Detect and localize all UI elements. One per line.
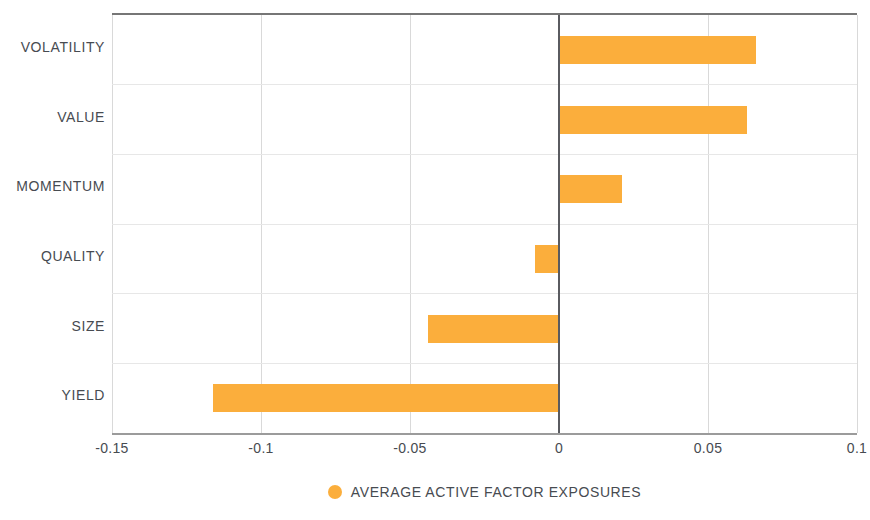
category-label: QUALITY bbox=[0, 222, 105, 292]
legend-circle-icon bbox=[328, 485, 342, 499]
x-tick-label: -0.1 bbox=[248, 440, 273, 456]
x-tick-label: 0.1 bbox=[847, 440, 867, 456]
legend: AVERAGE ACTIVE FACTOR EXPOSURES bbox=[112, 481, 857, 503]
x-tick-label: 0.05 bbox=[694, 440, 722, 456]
category-label: YIELD bbox=[0, 361, 105, 431]
x-tick-label: -0.15 bbox=[95, 440, 128, 456]
x-tick-label: 0 bbox=[555, 440, 563, 456]
bar-quality bbox=[535, 245, 559, 273]
bar-value bbox=[559, 106, 747, 134]
row-gridline bbox=[112, 293, 857, 294]
x-axis-tick-labels: -0.15-0.1-0.0500.050.1 bbox=[112, 440, 857, 460]
x-tick-label: -0.05 bbox=[393, 440, 426, 456]
bar-size bbox=[428, 315, 559, 343]
row-gridline bbox=[112, 363, 857, 364]
row-gridline bbox=[112, 154, 857, 155]
factor-exposures-chart: VOLATILITYVALUEMOMENTUMQUALITYSIZEYIELD … bbox=[0, 0, 870, 520]
category-label: VALUE bbox=[0, 83, 105, 153]
legend-label: AVERAGE ACTIVE FACTOR EXPOSURES bbox=[351, 484, 641, 500]
bar-yield bbox=[213, 384, 559, 412]
bar-momentum bbox=[559, 175, 622, 203]
category-label: VOLATILITY bbox=[0, 13, 105, 83]
category-label: SIZE bbox=[0, 292, 105, 362]
y-axis-labels: VOLATILITYVALUEMOMENTUMQUALITYSIZEYIELD bbox=[0, 13, 105, 431]
row-gridline bbox=[112, 224, 857, 225]
row-gridline bbox=[112, 84, 857, 85]
plot-area bbox=[112, 13, 857, 435]
category-label: MOMENTUM bbox=[0, 152, 105, 222]
zero-line bbox=[558, 15, 560, 433]
bar-volatility bbox=[559, 36, 756, 64]
